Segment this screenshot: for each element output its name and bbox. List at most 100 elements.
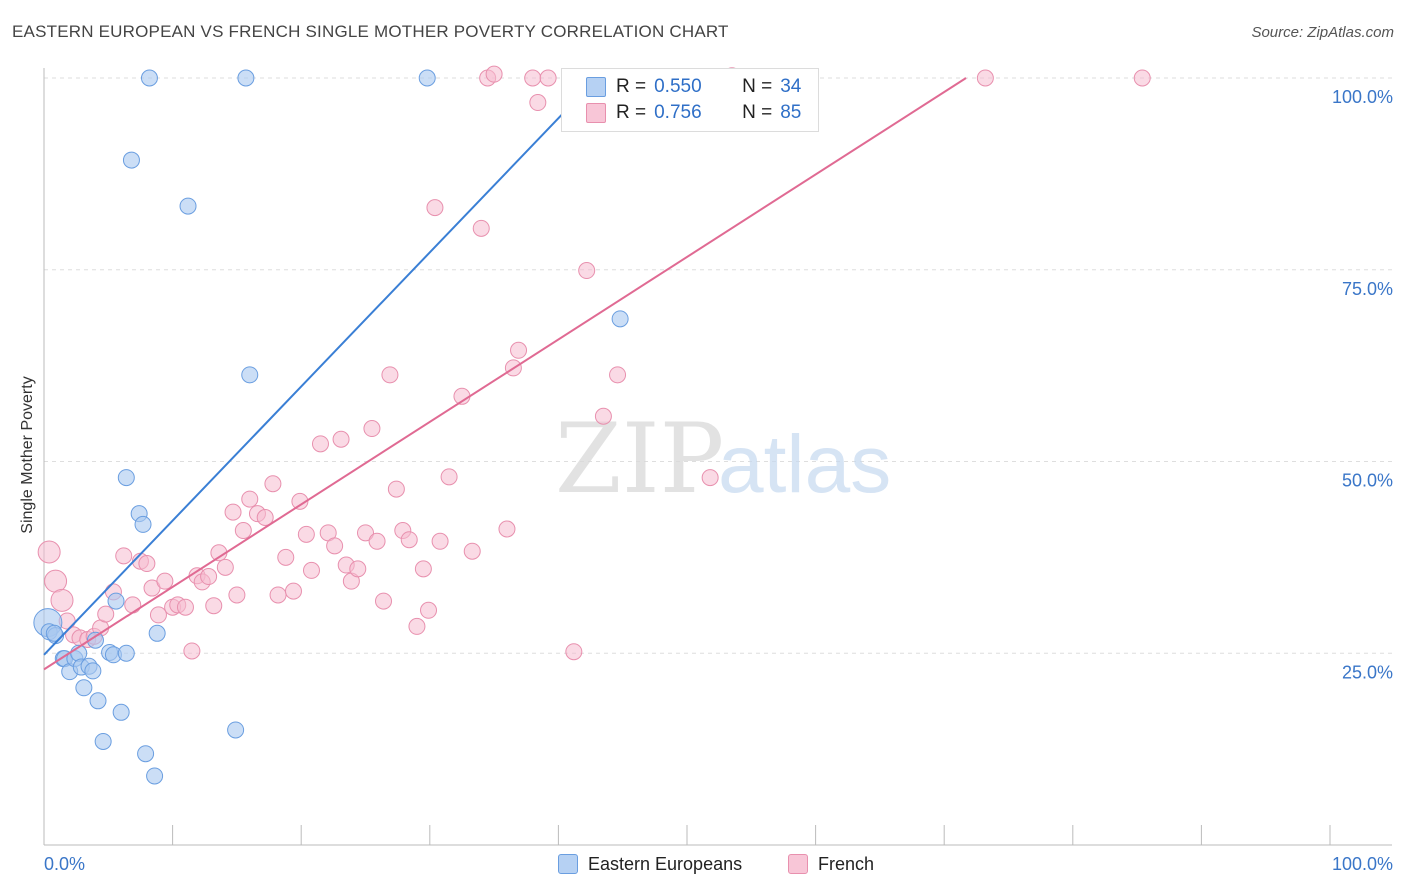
- data-point-french: [498, 520, 516, 538]
- legend-swatch-pink: [586, 103, 606, 123]
- data-point-french: [44, 569, 68, 593]
- data-point-eastern-europeans: [418, 69, 436, 87]
- watermark-atlas: atlas: [718, 419, 891, 510]
- data-point-french: [349, 560, 367, 578]
- data-point-french: [472, 219, 490, 237]
- data-point-eastern-europeans: [611, 310, 629, 328]
- data-point-eastern-europeans: [122, 151, 140, 169]
- data-point-french: [485, 65, 503, 83]
- data-point-french: [176, 598, 194, 616]
- legend-label: French: [818, 853, 875, 874]
- data-point-french: [363, 420, 381, 438]
- data-point-french: [381, 366, 399, 384]
- tick-labels: 25.0% 50.0% 75.0% 100.0% 0.0% 100.0%: [44, 87, 1393, 874]
- data-point-french: [408, 617, 426, 635]
- data-point-french: [440, 468, 458, 486]
- data-point-french: [375, 592, 393, 610]
- data-point-eastern-europeans: [137, 745, 155, 763]
- data-point-french: [529, 94, 547, 112]
- data-point-french: [368, 532, 386, 550]
- data-point-french: [510, 341, 528, 359]
- data-point-french: [976, 69, 994, 87]
- data-point-eastern-europeans: [75, 679, 93, 697]
- data-point-french: [524, 69, 542, 87]
- data-point-french: [326, 537, 344, 555]
- x-tick-label: 100.0%: [1332, 854, 1393, 874]
- gridlines: [44, 77, 1392, 654]
- data-point-eastern-europeans: [146, 767, 164, 785]
- data-point-french: [284, 582, 302, 600]
- trendlines: [43, 77, 967, 671]
- data-point-french: [565, 643, 583, 661]
- data-point-eastern-europeans: [237, 69, 255, 87]
- data-point-eastern-europeans: [84, 662, 102, 680]
- legend-row-eastern-europeans: R = 0.550 N = 34: [586, 75, 801, 99]
- x-tick-label: 0.0%: [44, 854, 85, 874]
- chart-title: EASTERN EUROPEAN VS FRENCH SINGLE MOTHER…: [12, 22, 729, 41]
- legend-n-label: N =: [742, 102, 773, 123]
- data-point-french: [138, 555, 156, 573]
- data-point-eastern-europeans: [134, 515, 152, 533]
- data-point-french: [224, 503, 242, 521]
- trendline-eastern-europeans: [43, 77, 598, 656]
- bottom-legend-eastern-europeans: Eastern Europeans: [558, 852, 742, 876]
- data-point-french: [216, 558, 234, 576]
- data-point-eastern-europeans: [94, 732, 112, 750]
- data-point-french: [426, 199, 444, 217]
- legend-row-french: R = 0.756 N = 85: [586, 101, 801, 125]
- data-point-french: [234, 522, 252, 540]
- data-point-french: [50, 588, 74, 612]
- data-point-french: [539, 69, 557, 87]
- data-point-french: [205, 597, 223, 615]
- data-point-eastern-europeans: [45, 624, 63, 642]
- data-point-french: [311, 435, 329, 453]
- bottom-legend-french: French: [788, 852, 874, 876]
- legend-r-value: 0.756: [654, 102, 702, 123]
- y-tick-label: 100.0%: [1332, 87, 1393, 107]
- data-point-french: [609, 366, 627, 384]
- data-point-eastern-europeans: [148, 624, 166, 642]
- legend-r-value: 0.550: [654, 76, 702, 97]
- data-point-french: [302, 561, 320, 579]
- data-point-eastern-europeans: [117, 469, 135, 487]
- data-point-french: [414, 560, 432, 578]
- data-point-eastern-europeans: [227, 721, 245, 739]
- legend-n-label: N =: [742, 76, 773, 97]
- data-point-eastern-europeans: [241, 366, 259, 384]
- data-point-french: [291, 492, 309, 510]
- data-point-eastern-europeans: [86, 631, 104, 649]
- data-point-french: [420, 601, 438, 619]
- data-point-eastern-europeans: [112, 703, 130, 721]
- source-label: Source: ZipAtlas.com: [1251, 24, 1394, 41]
- data-point-french: [115, 547, 133, 565]
- data-point-french: [387, 480, 405, 498]
- legend-r-label: R =: [616, 102, 647, 123]
- legend-r-label: R =: [616, 76, 647, 97]
- legend-swatch-blue: [558, 854, 578, 874]
- data-point-french: [332, 430, 350, 448]
- data-point-french: [200, 568, 218, 586]
- data-point-french: [256, 508, 274, 526]
- data-point-french: [37, 540, 61, 564]
- data-point-french: [183, 642, 201, 660]
- data-point-french: [264, 475, 282, 493]
- data-point-french: [357, 524, 374, 542]
- y-tick-label: 50.0%: [1342, 471, 1393, 491]
- y-axis-label: Single Mother Poverty: [19, 376, 36, 534]
- data-point-french: [228, 586, 246, 604]
- data-point-eastern-europeans: [89, 692, 107, 710]
- data-point-eastern-europeans: [179, 197, 197, 215]
- data-point-french: [277, 548, 295, 566]
- series-french-points: [37, 65, 1151, 661]
- y-tick-label: 75.0%: [1342, 279, 1393, 299]
- data-point-french: [1133, 69, 1151, 87]
- series-eastern-europeans-points: [33, 69, 629, 785]
- y-tick-label: 25.0%: [1342, 662, 1393, 682]
- legend-swatch-pink: [788, 854, 808, 874]
- trendline-french: [43, 77, 967, 671]
- data-point-french: [124, 596, 142, 614]
- legend-label: Eastern Europeans: [588, 853, 743, 874]
- data-point-french: [241, 490, 259, 508]
- data-point-french: [156, 572, 174, 590]
